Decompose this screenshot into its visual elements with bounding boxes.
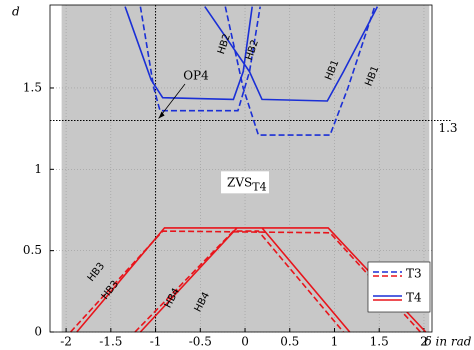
region-label-main: ZVS bbox=[227, 175, 252, 189]
legend-label: T4 bbox=[406, 291, 422, 305]
y-axis-label: d bbox=[12, 5, 20, 19]
y-tick-label: 0 bbox=[34, 325, 42, 339]
x-tick-label: -1 bbox=[150, 335, 162, 349]
operating-point-label: OP4 bbox=[183, 69, 209, 83]
x-tick-label: 0 bbox=[241, 335, 249, 349]
curve bbox=[124, 6, 379, 102]
reference-label: 1.3 bbox=[438, 121, 457, 135]
legend-box bbox=[367, 261, 431, 313]
y-tick-label: 1.5 bbox=[23, 80, 42, 94]
x-tick-label: -2 bbox=[60, 335, 72, 349]
y-tick-label: 1 bbox=[34, 162, 42, 176]
curve bbox=[139, 6, 376, 136]
legend-label: T3 bbox=[406, 267, 422, 281]
x-tick-label: 1 bbox=[331, 335, 339, 349]
x-tick-label: 0.5 bbox=[280, 335, 299, 349]
x-tick-label: -0.5 bbox=[189, 335, 212, 349]
x-tick-label: 2 bbox=[420, 335, 428, 349]
x-tick-label: -1.5 bbox=[99, 335, 122, 349]
region-label-sub: T4 bbox=[252, 180, 266, 193]
y-tick-label: 0.5 bbox=[23, 243, 42, 257]
plot-frame bbox=[49, 4, 433, 333]
region-label: ZVST4 bbox=[227, 175, 267, 194]
x-axis-label: δ in rad bbox=[425, 335, 472, 349]
label-box bbox=[221, 171, 270, 194]
x-tick-label: 1.5 bbox=[370, 335, 389, 349]
arrow-head bbox=[158, 111, 165, 119]
operating-point-arrow bbox=[158, 83, 186, 119]
